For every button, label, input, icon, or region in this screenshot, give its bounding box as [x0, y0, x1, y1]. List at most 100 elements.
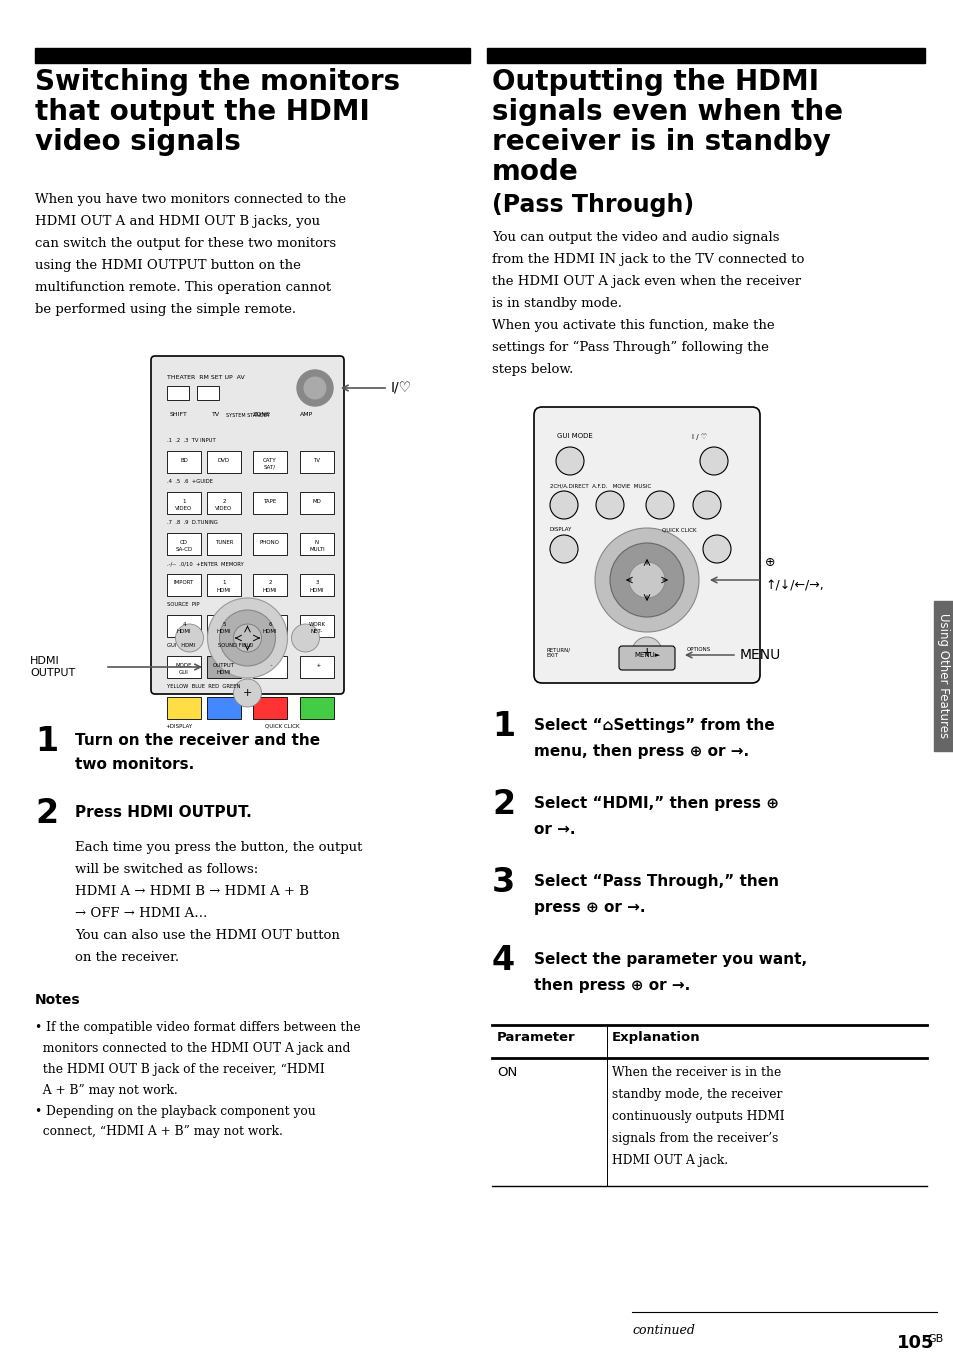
Text: 6: 6	[268, 622, 272, 626]
Text: You can also use the HDMI OUT button: You can also use the HDMI OUT button	[75, 929, 339, 942]
FancyBboxPatch shape	[618, 646, 675, 671]
Text: signals from the receiver’s: signals from the receiver’s	[612, 1132, 778, 1145]
Text: IMPORT: IMPORT	[173, 580, 194, 585]
Circle shape	[700, 448, 727, 475]
Text: on the receiver.: on the receiver.	[75, 950, 179, 964]
Text: ↑/↓/←/→,: ↑/↓/←/→,	[764, 580, 822, 592]
Bar	[207, 698, 241, 719]
Text: ZONE: ZONE	[253, 412, 271, 416]
Bar	[196, 387, 219, 400]
Text: press ⊕ or →.: press ⊕ or →.	[534, 900, 645, 915]
Text: monitors connected to the HDMI OUT A jack and: monitors connected to the HDMI OUT A jac…	[35, 1042, 350, 1055]
Text: Select “Pass Through,” then: Select “Pass Through,” then	[534, 873, 779, 890]
Bar	[167, 533, 201, 556]
Text: Select “HDMI,” then press ⊕: Select “HDMI,” then press ⊕	[534, 796, 779, 811]
Text: GUI MODE: GUI MODE	[557, 433, 592, 439]
Text: is in standby mode.: is in standby mode.	[492, 297, 621, 310]
Text: +DISPLAY: +DISPLAY	[165, 725, 192, 729]
Bar	[167, 387, 189, 400]
Text: SYSTEM STANDBY: SYSTEM STANDBY	[225, 412, 269, 418]
Text: HDMI: HDMI	[262, 629, 277, 634]
Text: multifunction remote. This operation cannot: multifunction remote. This operation can…	[35, 281, 331, 293]
Text: PHONO: PHONO	[260, 539, 280, 545]
Bar	[253, 533, 287, 556]
Text: 1: 1	[492, 710, 515, 744]
Text: 2CH/A.DIRECT  A.F.D.   MOVIE  MUSIC: 2CH/A.DIRECT A.F.D. MOVIE MUSIC	[550, 483, 651, 488]
Text: Turn on the receiver and the: Turn on the receiver and the	[75, 733, 320, 748]
Text: 2: 2	[268, 580, 272, 585]
Text: menu, then press ⊕ or →.: menu, then press ⊕ or →.	[534, 744, 748, 758]
Bar	[167, 452, 201, 473]
Text: +: +	[641, 645, 652, 658]
Circle shape	[233, 625, 261, 652]
Text: HDMI OUT A jack.: HDMI OUT A jack.	[612, 1155, 727, 1167]
Text: connect, “HDMI A + B” may not work.: connect, “HDMI A + B” may not work.	[35, 1125, 283, 1138]
Circle shape	[692, 491, 720, 519]
Text: QUICK CLICK: QUICK CLICK	[661, 527, 696, 531]
Text: signals even when the: signals even when the	[492, 97, 842, 126]
Text: QUICK CLICK: QUICK CLICK	[265, 725, 299, 729]
Circle shape	[631, 637, 661, 667]
Text: then press ⊕ or →.: then press ⊕ or →.	[534, 977, 690, 992]
Text: OUTPUT: OUTPUT	[213, 662, 234, 668]
Text: HDMI A → HDMI B → HDMI A + B: HDMI A → HDMI B → HDMI A + B	[75, 886, 309, 898]
Text: .-/--  .0/10  +ENTER  MEMORY: .-/-- .0/10 +ENTER MEMORY	[167, 561, 244, 566]
Text: Parameter: Parameter	[497, 1032, 575, 1044]
Text: +: +	[313, 662, 321, 668]
Text: When you activate this function, make the: When you activate this function, make th…	[492, 319, 774, 333]
Circle shape	[233, 679, 261, 707]
Text: VIDEO: VIDEO	[215, 506, 233, 511]
Text: be performed using the simple remote.: be performed using the simple remote.	[35, 303, 295, 316]
Circle shape	[556, 448, 583, 475]
Bar	[253, 575, 287, 596]
Circle shape	[304, 377, 326, 399]
Text: Outputting the HDMI: Outputting the HDMI	[492, 68, 818, 96]
Text: RETURN/
EXIT: RETURN/ EXIT	[546, 648, 571, 658]
Text: DVD: DVD	[217, 457, 230, 462]
Text: HDMI: HDMI	[216, 669, 231, 675]
Bar	[299, 615, 334, 637]
Text: You can output the video and audio signals: You can output the video and audio signa…	[492, 231, 779, 243]
Text: MULTI: MULTI	[309, 546, 325, 552]
Text: HDMI: HDMI	[262, 588, 277, 592]
Text: 105: 105	[896, 1334, 934, 1352]
Circle shape	[208, 598, 287, 677]
Bar	[253, 492, 287, 514]
Bar	[299, 533, 334, 556]
Bar	[253, 615, 287, 637]
Text: NET-: NET-	[311, 629, 323, 634]
FancyBboxPatch shape	[151, 356, 344, 694]
Bar	[299, 575, 334, 596]
Circle shape	[296, 370, 333, 406]
Text: AMP: AMP	[299, 412, 313, 416]
Bar	[167, 656, 201, 677]
Text: 2: 2	[222, 499, 226, 503]
Text: HDMI: HDMI	[176, 629, 192, 634]
Text: SAT/: SAT/	[264, 465, 275, 469]
Text: standby mode, the receiver: standby mode, the receiver	[612, 1088, 781, 1101]
Text: TV: TV	[212, 412, 220, 416]
Text: .4  .5  .6  +GUIDE: .4 .5 .6 +GUIDE	[167, 479, 213, 484]
Text: CATY: CATY	[263, 457, 276, 462]
Text: the HDMI OUT B jack of the receiver, “HDMI: the HDMI OUT B jack of the receiver, “HD…	[35, 1063, 324, 1076]
Bar	[167, 698, 201, 719]
Text: TV: TV	[314, 457, 320, 462]
Text: continuously outputs HDMI: continuously outputs HDMI	[612, 1110, 783, 1124]
Text: two monitors.: two monitors.	[75, 757, 194, 772]
Text: 1: 1	[222, 580, 226, 585]
Bar	[207, 615, 241, 637]
Text: using the HDMI OUTPUT button on the: using the HDMI OUTPUT button on the	[35, 260, 300, 272]
Text: THEATER  RM SET UP  AV: THEATER RM SET UP AV	[167, 375, 245, 380]
Circle shape	[628, 562, 664, 598]
Text: from the HDMI IN jack to the TV connected to: from the HDMI IN jack to the TV connecte…	[492, 253, 803, 266]
Text: 5: 5	[222, 622, 226, 626]
Text: Press HDMI OUTPUT.: Press HDMI OUTPUT.	[75, 804, 252, 821]
Bar	[299, 698, 334, 719]
Text: HDMI: HDMI	[310, 588, 324, 592]
FancyBboxPatch shape	[534, 407, 760, 683]
Text: SOURCE  PIP: SOURCE PIP	[167, 602, 199, 607]
Text: (Pass Through): (Pass Through)	[492, 193, 694, 218]
Text: continued: continued	[631, 1324, 694, 1337]
Circle shape	[596, 491, 623, 519]
Bar	[207, 533, 241, 556]
